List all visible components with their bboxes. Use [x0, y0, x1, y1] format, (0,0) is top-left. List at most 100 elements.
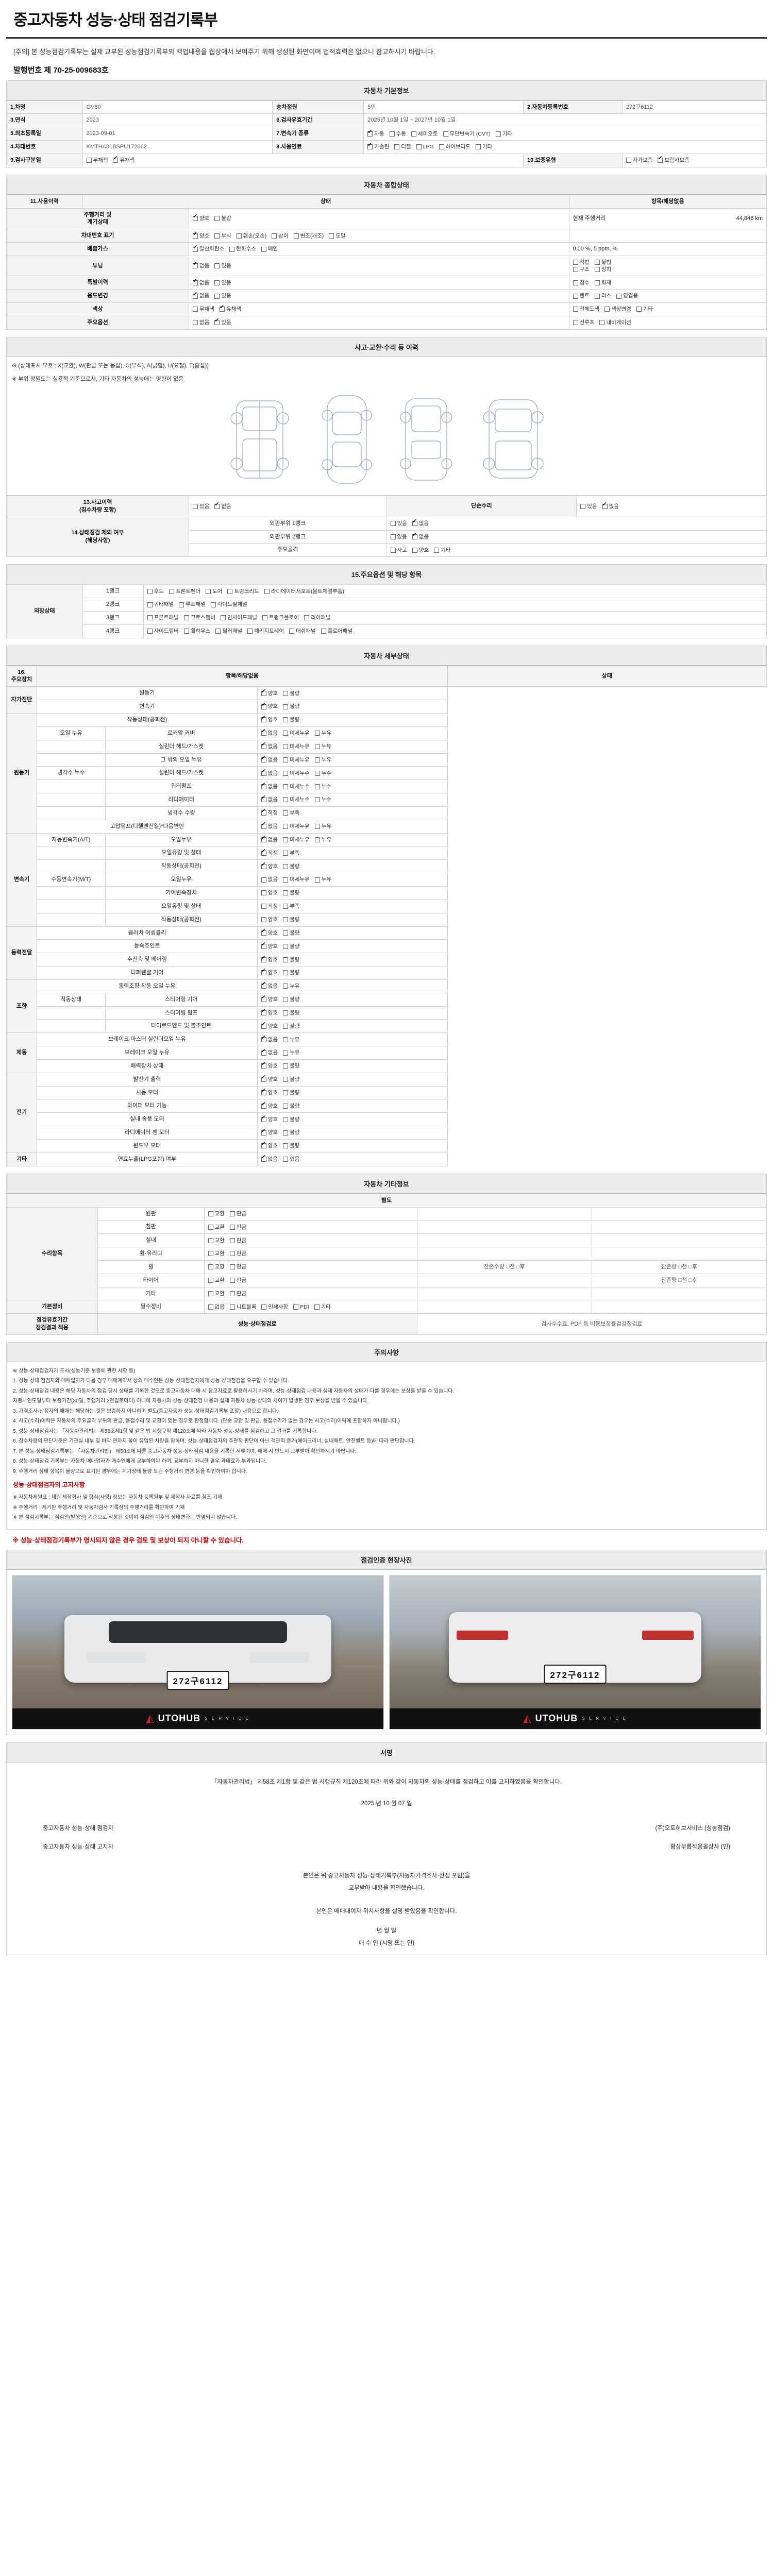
checkbox-icon[interactable]: [367, 142, 373, 150]
checkbox-icon[interactable]: [261, 246, 266, 252]
fuel-opt-1[interactable]: 디젤: [394, 143, 411, 150]
checkbox-icon[interactable]: [193, 503, 198, 509]
checkbox-icon[interactable]: [573, 267, 578, 273]
checkbox-icon[interactable]: [261, 1304, 267, 1310]
state-opt-1-3-0[interactable]: 없음: [261, 755, 278, 764]
checkbox-icon[interactable]: [321, 629, 326, 634]
state-opt-3-1-1[interactable]: 불량: [283, 943, 299, 950]
checkbox-icon[interactable]: [261, 862, 266, 869]
state-opt-6-3-1[interactable]: 불량: [283, 1116, 299, 1123]
checkbox-icon[interactable]: [261, 1088, 266, 1096]
state-opt-4-0-0[interactable]: 없음: [261, 981, 278, 990]
checkbox-icon[interactable]: [283, 1063, 289, 1069]
checkbox-icon[interactable]: [283, 704, 289, 709]
checkbox-icon[interactable]: [434, 547, 440, 553]
major-opt-2-3[interactable]: 트렁크플로어: [262, 614, 299, 621]
checkbox-icon[interactable]: [215, 629, 221, 634]
checkbox-icon[interactable]: [229, 246, 235, 252]
other-opt-2-0[interactable]: 교환: [208, 1237, 225, 1244]
detail-opt-3-0[interactable]: 없음: [193, 261, 209, 269]
state-opt-2-0-0[interactable]: 없음: [261, 835, 278, 843]
other-opt-0-1[interactable]: 판금: [229, 1210, 246, 1217]
color-opt-0[interactable]: 무채색: [86, 157, 108, 164]
checkbox-icon[interactable]: [208, 1224, 213, 1230]
checkbox-icon[interactable]: [229, 1304, 235, 1310]
detail-opt-0-0[interactable]: 양호: [193, 214, 209, 222]
checkbox-icon[interactable]: [283, 1037, 289, 1042]
detail-opt-1-1[interactable]: 부식: [214, 232, 231, 240]
checkbox-icon[interactable]: [636, 307, 642, 312]
checkbox-icon[interactable]: [193, 278, 198, 285]
other-opt-0-0[interactable]: 교환: [208, 1210, 225, 1217]
checkbox-icon[interactable]: [314, 797, 320, 803]
checkbox-icon[interactable]: [389, 131, 395, 137]
checkbox-icon[interactable]: [283, 1143, 289, 1149]
state-opt-6-5-0[interactable]: 양호: [261, 1141, 278, 1149]
state-opt-3-1-0[interactable]: 양호: [261, 942, 278, 950]
checkbox-icon[interactable]: [390, 521, 396, 527]
simple-repair-opt-0[interactable]: 있음: [580, 503, 597, 510]
checkbox-icon[interactable]: [495, 131, 501, 137]
state-opt-6-4-1[interactable]: 불량: [283, 1129, 299, 1136]
state-opt-1-7-0[interactable]: 적정: [261, 808, 278, 817]
checkbox-icon[interactable]: [314, 731, 320, 736]
checkbox-icon[interactable]: [261, 1101, 266, 1109]
checkbox-icon[interactable]: [283, 1090, 289, 1096]
detail-opt-7-0[interactable]: 없음: [193, 319, 209, 326]
state-opt-1-4-0[interactable]: 없음: [261, 769, 278, 777]
checkbox-icon[interactable]: [219, 304, 225, 312]
state-opt-0-0-1[interactable]: 불량: [283, 690, 299, 697]
state-opt-7-0-0[interactable]: 없음: [261, 1155, 278, 1163]
checkbox-icon[interactable]: [283, 770, 289, 776]
major-opt-0-0[interactable]: 후드: [147, 588, 164, 595]
checkbox-icon[interactable]: [193, 292, 198, 299]
detail-opt-5-1[interactable]: 있음: [214, 292, 231, 299]
checkbox-icon[interactable]: [214, 263, 220, 269]
accident-opt-1[interactable]: 없음: [214, 502, 231, 510]
checkbox-icon[interactable]: [475, 144, 481, 150]
checkbox-icon[interactable]: [289, 629, 295, 634]
checkbox-icon[interactable]: [314, 744, 320, 750]
detail-opt-2-2[interactable]: 매연: [261, 245, 278, 252]
checkbox-icon[interactable]: [573, 260, 578, 265]
state-opt-1-7-1[interactable]: 부족: [283, 809, 299, 817]
checkbox-icon[interactable]: [293, 1304, 299, 1310]
detail-opt-6-1[interactable]: 유채색: [219, 304, 241, 313]
checkbox-icon[interactable]: [208, 1264, 213, 1270]
detail-opt-5-0[interactable]: 없음: [193, 292, 209, 299]
detail-opt-1-3[interactable]: 상이: [272, 232, 289, 240]
checkbox-icon[interactable]: [214, 233, 220, 239]
checkbox-icon[interactable]: [283, 904, 289, 909]
color-opt-1[interactable]: 유채색: [113, 156, 135, 164]
other-opt-3-0[interactable]: 교환: [208, 1250, 225, 1257]
checkbox-icon[interactable]: [283, 1130, 289, 1136]
checkbox-icon[interactable]: [147, 588, 153, 594]
checkbox-icon[interactable]: [169, 588, 174, 594]
detail-note2-3-0[interactable]: 구조: [573, 266, 590, 273]
state-opt-3-2-0[interactable]: 양호: [261, 955, 278, 963]
checkbox-icon[interactable]: [208, 1291, 213, 1296]
state-opt-1-2-0[interactable]: 없음: [261, 742, 278, 750]
detail-opt-4-1[interactable]: 있음: [214, 279, 231, 286]
detail-opt-2-1[interactable]: 탄화수소: [229, 245, 256, 252]
insurance-opt-0[interactable]: 자가보증: [626, 157, 652, 164]
state-opt-2-3-0[interactable]: 없음: [261, 876, 278, 883]
transmission-opt-4[interactable]: 기타: [495, 130, 512, 138]
checkbox-icon[interactable]: [261, 904, 266, 909]
checkbox-icon[interactable]: [193, 320, 198, 326]
detail-opt-1-4[interactable]: 변조(개조): [293, 232, 324, 240]
other-opt-7-1[interactable]: 니트블록: [229, 1303, 256, 1311]
other-opt-2-1[interactable]: 판금: [229, 1237, 246, 1244]
state-opt-1-4-1[interactable]: 미세누수: [283, 770, 310, 777]
checkbox-icon[interactable]: [229, 1211, 235, 1216]
checkbox-icon[interactable]: [573, 280, 578, 285]
major-opt-2-0[interactable]: 프론트패널: [147, 614, 179, 621]
checkbox-icon[interactable]: [283, 917, 289, 923]
exclusion-opt-2-2[interactable]: 기타: [434, 547, 450, 554]
state-opt-1-5-1[interactable]: 미세누수: [283, 783, 310, 790]
checkbox-icon[interactable]: [416, 144, 422, 150]
checkbox-icon[interactable]: [261, 1035, 266, 1042]
detail-opt-2-0[interactable]: 일산화탄소: [193, 245, 224, 252]
state-opt-1-0-0[interactable]: 양호: [261, 715, 278, 723]
checkbox-icon[interactable]: [283, 1157, 289, 1162]
